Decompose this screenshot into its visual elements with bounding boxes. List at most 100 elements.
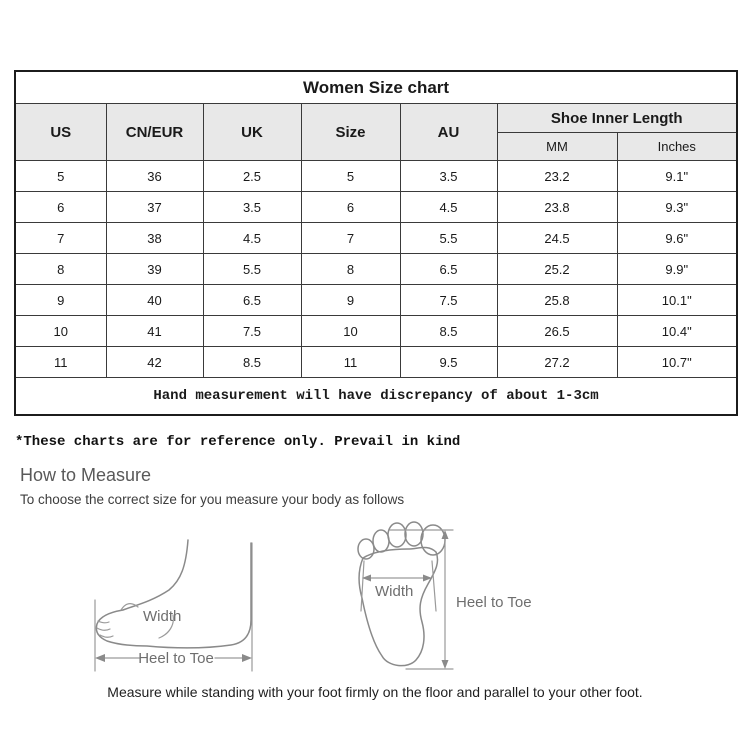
cell-inches: 9.9" [616,253,738,285]
how-to-measure-heading: How to Measure [20,465,152,485]
cell-mm: 23.2 [496,160,618,192]
arrowhead-left [95,654,105,662]
instep-bump-line [120,603,139,611]
cell-uk: 4.5 [202,222,302,254]
cell-cn-eur: 36 [105,160,204,192]
cell-au: 8.5 [399,315,498,347]
cell-au: 5.5 [399,222,498,254]
side-width-label: Width [143,608,181,625]
cell-inches: 10.4" [616,315,738,347]
toe-line [97,620,110,624]
size-chart-section: Women Size chart US CN/EUR UK Size AU Sh… [14,70,739,416]
cell-au: 9.5 [399,346,498,378]
table-title: Women Size chart [14,70,738,104]
foot-top-view-drawing: Width Heel to Toe [357,521,532,670]
col-header-cn-eur: CN/EUR [105,103,204,161]
size-chart-table: Women Size chart US CN/EUR UK Size AU Sh… [14,70,739,416]
cell-mm: 24.5 [496,222,618,254]
table-row: 8 39 5.5 8 6.5 25.2 9.9" [14,253,738,285]
reference-disclaimer: *These charts are for reference only. Pr… [15,434,461,450]
toe [404,521,424,547]
cell-uk: 3.5 [202,191,302,223]
cell-inches: 9.1" [616,160,738,192]
toe-line [99,634,114,638]
cell-au: 7.5 [399,284,498,316]
cell-inches: 10.7" [616,346,738,378]
foot-side-view-diagram: Width Heel to Toe [85,518,270,678]
cell-size: 9 [300,284,401,316]
cell-cn-eur: 37 [105,191,204,223]
cell-uk: 2.5 [202,160,302,192]
cell-mm: 26.5 [496,315,618,347]
cell-inches: 9.3" [616,191,738,223]
cell-uk: 7.5 [202,315,302,347]
toe-small [357,538,375,560]
side-heel-to-toe-label: Heel to Toe [138,650,214,667]
cell-size: 5 [300,160,401,192]
table-footnote: Hand measurement will have discrepancy o… [14,377,738,416]
cell-uk: 8.5 [202,346,302,378]
col-header-mm: MM [496,132,618,161]
arrowhead-right [423,574,432,582]
cell-size: 6 [300,191,401,223]
cell-size: 8 [300,253,401,285]
cell-au: 3.5 [399,160,498,192]
width-tick-right [431,560,437,612]
col-header-uk: UK [202,103,302,161]
table-row: 10 41 7.5 10 8.5 26.5 10.4" [14,315,738,347]
foot-outline [95,539,252,649]
cell-size: 11 [300,346,401,378]
cell-us: 9 [14,284,107,316]
toe [372,529,390,553]
cell-cn-eur: 39 [105,253,204,285]
cell-mm: 27.2 [496,346,618,378]
measure-caption: Measure while standing with your foot fi… [107,684,643,700]
cell-cn-eur: 38 [105,222,204,254]
cell-cn-eur: 42 [105,346,204,378]
top-heel-to-toe-label: Heel to Toe [456,594,532,611]
cell-us: 10 [14,315,107,347]
toe-line [96,627,111,631]
col-header-inches: Inches [616,132,738,161]
toe [387,522,407,548]
ball-width-curve [158,614,174,639]
cell-inches: 10.1" [616,284,738,316]
footprint-outline [358,546,439,667]
cell-uk: 5.5 [202,253,302,285]
cell-inches: 9.6" [616,222,738,254]
arrowhead-left [362,574,371,582]
table-row: 11 42 8.5 11 9.5 27.2 10.7" [14,346,738,378]
cell-us: 5 [14,160,107,192]
foot-top-view-diagram: Width Heel to Toe [348,518,593,683]
top-width-label: Width [375,583,413,600]
cell-size: 10 [300,315,401,347]
col-header-inner-length: Shoe Inner Length [496,103,738,133]
table-row: 9 40 6.5 9 7.5 25.8 10.1" [14,284,738,316]
col-header-size: Size [300,103,401,161]
arrowhead-down [441,660,449,669]
cell-size: 7 [300,222,401,254]
col-header-au: AU [399,103,498,161]
cell-au: 6.5 [399,253,498,285]
col-header-us: US [14,103,107,161]
arrowhead-right [242,654,252,662]
cell-mm: 23.8 [496,191,618,223]
cell-au: 4.5 [399,191,498,223]
how-to-measure-subheading: To choose the correct size for you measu… [20,492,405,507]
table-row: 7 38 4.5 7 5.5 24.5 9.6" [14,222,738,254]
cell-us: 6 [14,191,107,223]
cell-mm: 25.8 [496,284,618,316]
table-row: 5 36 2.5 5 3.5 23.2 9.1" [14,160,738,192]
arrowhead-up [441,530,449,539]
width-tick-left [360,560,365,612]
cell-us: 11 [14,346,107,378]
cell-us: 8 [14,253,107,285]
cell-mm: 25.2 [496,253,618,285]
cell-uk: 6.5 [202,284,302,316]
table-row: 6 37 3.5 6 4.5 23.8 9.3" [14,191,738,223]
cell-us: 7 [14,222,107,254]
cell-cn-eur: 40 [105,284,204,316]
foot-side-view-drawing: Width Heel to Toe [94,539,253,672]
cell-cn-eur: 41 [105,315,204,347]
